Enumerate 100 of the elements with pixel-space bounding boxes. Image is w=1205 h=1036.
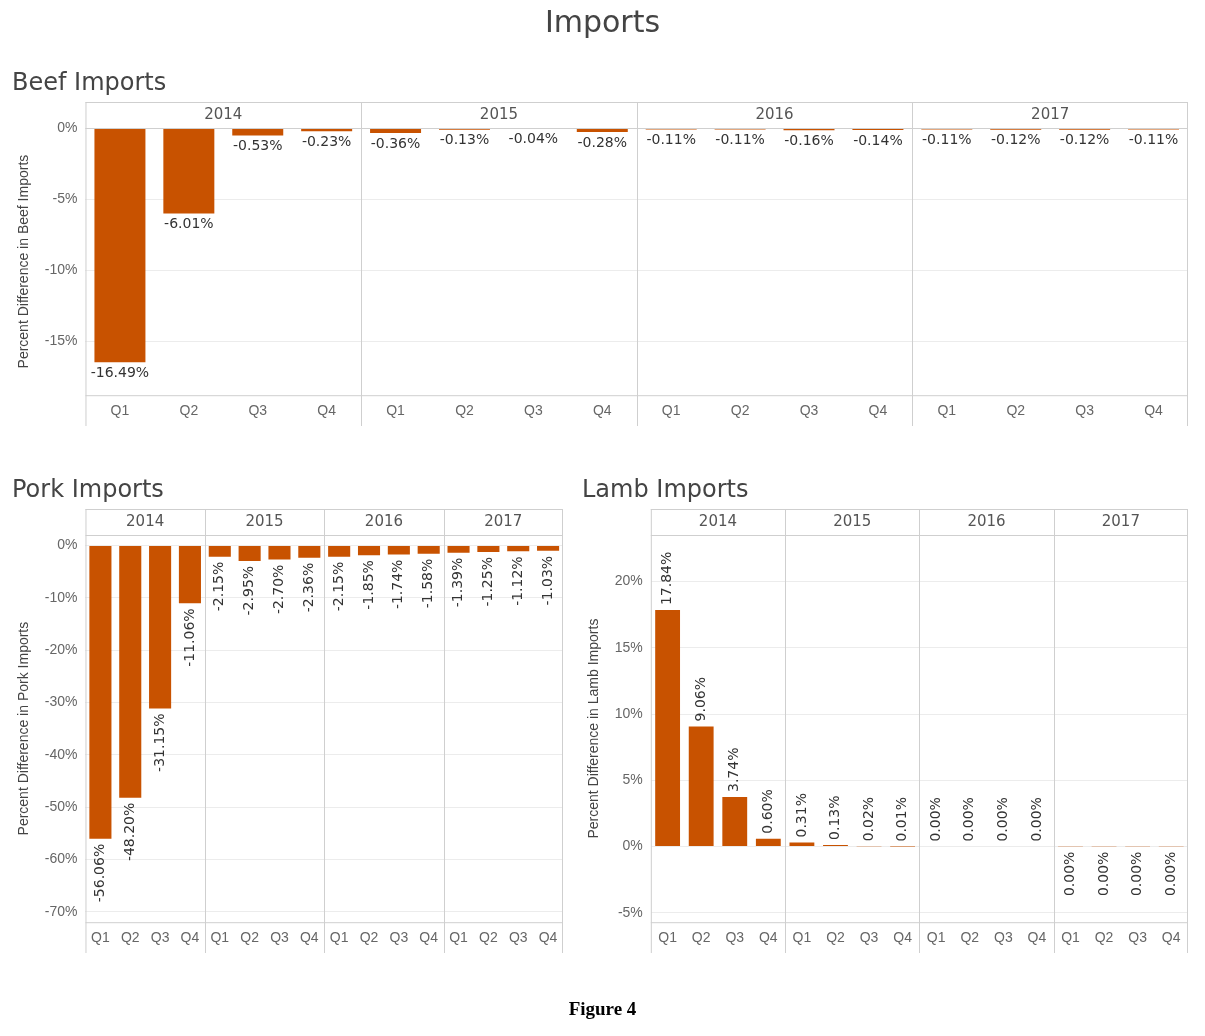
text: 2016	[364, 511, 404, 530]
data-label: 0.00%	[1161, 851, 1178, 897]
data-label: -2.95%	[240, 565, 257, 616]
x-tick-label: Q2	[826, 929, 846, 946]
x-tick-label: Q4	[317, 402, 337, 419]
y-tick-label: 10%	[614, 704, 643, 721]
y-tick-label: -5%	[617, 903, 643, 920]
data-label: 17.84%	[658, 551, 675, 606]
data-label: 0.00%	[993, 797, 1010, 842]
y-axis-title: Percent Difference in Lamb Imports	[585, 618, 602, 839]
y-tick-label: 15%	[614, 638, 643, 655]
x-tick-label: Q2	[359, 929, 379, 946]
x-tick-label: Q2	[479, 929, 498, 946]
x-tick-label: Q3	[994, 929, 1013, 946]
y-tick-label: -40%	[44, 745, 78, 762]
x-tick-label: Q2	[1006, 402, 1026, 419]
data-label: 0.00%	[926, 797, 943, 842]
data-label: 0.13%	[826, 795, 843, 840]
y-tick-label: -30%	[44, 693, 78, 710]
data-label: -1.39%	[449, 557, 466, 608]
y-tick-label: -10%	[44, 260, 78, 277]
text: 2015	[833, 511, 872, 530]
x-tick-label: Q2	[960, 929, 980, 946]
y-tick-label: 5%	[622, 771, 643, 788]
x-tick-label: Q1	[210, 929, 230, 946]
x-tick-label: Q2	[179, 402, 199, 419]
text: 2014	[126, 511, 165, 530]
caption: Figure 4	[567, 998, 638, 1020]
x-tick-label: Q4	[592, 402, 612, 419]
data-label: -0.14%	[853, 131, 903, 148]
data-label: -0.23%	[301, 132, 352, 149]
x-tick-label: Q3	[1075, 402, 1095, 419]
data-label: -2.70%	[270, 564, 287, 615]
data-label: 9.06%	[691, 676, 708, 722]
x-tick-label: Q4	[180, 929, 200, 946]
x-tick-label: Q1	[386, 402, 406, 419]
x-tick-label: Q3	[508, 929, 528, 946]
data-label: -0.16%	[784, 131, 834, 148]
text: 2017	[1101, 511, 1140, 530]
x-tick-label: Q4	[1144, 402, 1164, 419]
x-tick-label: Q4	[1027, 929, 1047, 946]
data-label: -11.06%	[180, 608, 197, 667]
y-axis-title: Percent Difference in Pork Imports	[15, 621, 32, 836]
x-tick-label: Q4	[868, 402, 888, 419]
text: 2017	[1031, 104, 1070, 123]
x-tick-label: Q2	[120, 929, 140, 946]
x-tick-label: Q3	[150, 929, 170, 946]
x-tick-label: Q3	[248, 402, 268, 419]
x-tick-label: Q4	[299, 929, 319, 946]
data-label: -1.58%	[419, 558, 436, 609]
x-tick-label: Q4	[893, 929, 913, 946]
x-tick-label: Q3	[270, 929, 290, 946]
x-tick-label: Q1	[329, 929, 349, 946]
x-tick-label: Q1	[658, 929, 678, 946]
x-tick-label: Q1	[926, 929, 946, 946]
x-tick-label: Q2	[455, 402, 475, 419]
data-label: -0.11%	[1128, 131, 1179, 148]
x-tick-label: Q2	[730, 402, 750, 419]
x-tick-label: Q2	[1094, 929, 1114, 946]
data-label: 0.00%	[1027, 797, 1044, 842]
data-label: -48.20%	[120, 802, 137, 862]
data-label: 3.74%	[725, 747, 742, 793]
data-label: -0.11%	[715, 131, 765, 148]
data-label: -0.28%	[577, 133, 628, 150]
data-label: 0.00%	[1094, 851, 1111, 897]
y-tick-label: -70%	[44, 902, 78, 919]
data-label: -0.04%	[508, 130, 559, 147]
data-label: 0.00%	[1128, 851, 1145, 897]
data-label: -0.53%	[232, 137, 283, 154]
data-label: 0.01%	[893, 797, 910, 842]
x-tick-label: Q3	[1128, 929, 1148, 946]
y-tick-label: 0%	[622, 837, 643, 854]
x-tick-label: Q4	[758, 929, 778, 946]
data-label: -6.01%	[164, 215, 214, 232]
data-label: 0.60%	[758, 789, 775, 834]
x-tick-label: Q1	[91, 929, 110, 946]
data-label: -1.74%	[389, 559, 406, 610]
y-axis-title: Percent Difference in Beef Imports	[15, 154, 32, 369]
text: 2014	[698, 511, 738, 530]
data-label: 0.00%	[1061, 851, 1078, 897]
x-tick-label: Q3	[725, 929, 745, 946]
x-tick-label: Q4	[1161, 929, 1181, 946]
text: 2015	[245, 511, 284, 530]
y-tick-label: -60%	[44, 850, 78, 867]
x-tick-label: Q1	[449, 929, 469, 946]
x-tick-label: Q1	[937, 402, 957, 419]
data-label: -2.15%	[329, 561, 346, 612]
text: Imports	[543, 4, 662, 39]
chart-title: Pork Imports	[12, 475, 165, 505]
data-label: -31.15%	[150, 713, 167, 772]
data-label: -1.12%	[508, 556, 525, 606]
data-label: -1.85%	[359, 560, 376, 610]
data-label: -16.49%	[90, 364, 150, 381]
data-label: -0.11%	[922, 131, 972, 148]
x-tick-label: Q4	[419, 929, 439, 946]
x-tick-label: Q3	[859, 929, 879, 946]
chart-title: Lamb Imports	[582, 475, 750, 505]
y-tick-label: -10%	[44, 588, 78, 605]
data-label: -0.12%	[1059, 131, 1110, 148]
data-label: -56.06%	[91, 843, 108, 903]
